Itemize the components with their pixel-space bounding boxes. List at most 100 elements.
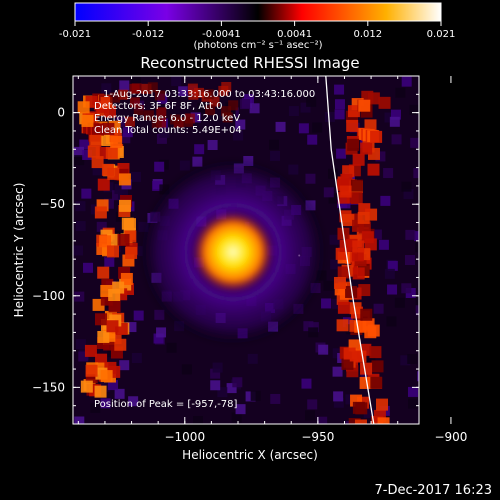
heatmap-cell [194, 144, 205, 155]
x-tick-label: −1000 [164, 430, 205, 444]
heatmap-cell [376, 398, 389, 411]
heatmap-cell [352, 240, 365, 253]
heatmap-cell [328, 168, 339, 179]
heatmap-cell [108, 380, 119, 391]
heatmap-cell [359, 376, 372, 389]
heatmap-cell [133, 105, 144, 116]
heatmap-cell [118, 266, 131, 279]
heatmap-cell [306, 96, 317, 107]
heatmap-cell [337, 301, 350, 314]
heatmap-cell [154, 90, 165, 101]
y-tick-label: 0 [57, 106, 65, 120]
heatmap-cell [106, 245, 119, 258]
heatmap-cell [126, 322, 137, 333]
heatmap-cell [375, 151, 386, 162]
heatmap-cell [360, 362, 373, 375]
heatmap-cell [354, 350, 367, 363]
heatmap-cell [312, 122, 323, 133]
heatmap-cell [108, 300, 121, 313]
heatmap-cell [119, 80, 130, 91]
heatmap-cell [151, 117, 162, 128]
heatmap-cell [92, 123, 105, 136]
heatmap-cell [270, 150, 281, 161]
heatmap-cell [125, 116, 136, 127]
heatmap-cell [377, 417, 390, 424]
heatmap-cell [346, 119, 359, 132]
heatmap-cell [352, 267, 365, 280]
heatmap-cell [156, 327, 167, 338]
heatmap-cell [336, 148, 347, 159]
heatmap-cell [404, 255, 415, 266]
x-tick-label: −900 [434, 430, 467, 444]
heatmap-cell [92, 165, 103, 176]
heatmap-cell [367, 92, 380, 105]
colorbar-tick-label: -0.021 [59, 29, 91, 40]
heatmap-cell [364, 119, 377, 132]
heatmap-cell [156, 107, 167, 118]
annotation-block: 1-Aug-2017 03:33:16.000 to 03:43:16.000D… [94, 89, 315, 136]
heatmap-cell [371, 229, 382, 240]
heatmap-cell [367, 163, 380, 176]
footer-date: 7-Dec-2017 16:23 [375, 483, 493, 498]
heatmap-cell [318, 344, 329, 355]
heatmap-cell [337, 266, 350, 279]
heatmap-cell [334, 99, 345, 110]
heatmap-cell [378, 96, 391, 109]
heatmap-cell [203, 89, 214, 100]
heatmap-cell [110, 92, 121, 103]
colorbar-tick-label: -0.0041 [202, 29, 241, 40]
heatmap-cell [233, 130, 244, 141]
heatmap-cell [103, 198, 114, 209]
heatmap-cell [323, 187, 334, 198]
heatmap-cell [125, 246, 138, 259]
heatmap-cell [79, 139, 90, 150]
heatmap-cell [75, 339, 86, 350]
y-tick-label: −50 [40, 197, 65, 211]
heatmap-cell [190, 112, 201, 123]
heatmap-cell [74, 291, 85, 302]
heatmap-cell [192, 416, 203, 424]
heatmap-cell [154, 161, 165, 172]
heatmap-cell [111, 190, 122, 201]
heatmap-cell [373, 303, 384, 314]
x-axis-label: Heliocentric X (arcsec) [182, 448, 318, 462]
heatmap-cell [401, 181, 412, 192]
heatmap-cell [97, 178, 110, 191]
heatmap-cell [232, 377, 243, 388]
heatmap-cell [301, 378, 312, 389]
heatmap-cell [122, 127, 133, 138]
heatmap-cell [409, 104, 419, 115]
heatmap-cell [228, 100, 239, 111]
annotation-line: Detectors: 3F 6F 8F, Att 0 [94, 101, 222, 112]
heatmap-cell [387, 284, 398, 295]
heatmap-cell [221, 106, 232, 117]
heatmap-cell [347, 105, 360, 118]
heatmap-cell [365, 357, 376, 368]
heatmap-cell [249, 103, 260, 114]
heatmap-cell [129, 97, 140, 108]
heatmap-cell [305, 173, 316, 184]
annotation-line: Clean Total counts: 5.49E+04 [94, 125, 242, 136]
colorbar-tick-label: 0.012 [353, 29, 382, 40]
heatmap-cell [212, 362, 223, 373]
heatmap-cell [331, 298, 342, 309]
x-axis: −1000 −950 −900 [77, 76, 467, 444]
heatmap-cell [333, 397, 344, 408]
heatmap-cell [414, 231, 419, 242]
heatmap-cell [115, 116, 126, 127]
heatmap-cell [328, 193, 339, 204]
heatmap-cell [141, 83, 152, 94]
heatmap-cell [389, 116, 400, 127]
heatmap-cell [288, 106, 299, 117]
heatmap-cell [210, 380, 221, 391]
heatmap-cell [80, 380, 93, 393]
heatmap-cell [332, 366, 343, 377]
heatmap-cell [94, 206, 107, 219]
heatmap-cell [119, 360, 130, 371]
heatmap-cell [408, 398, 419, 409]
heatmap-cell [270, 393, 281, 404]
x-tick-label: −950 [301, 430, 334, 444]
heatmap-cell [235, 119, 246, 130]
heatmap-cell [152, 180, 163, 191]
heatmap-cell [298, 123, 309, 134]
